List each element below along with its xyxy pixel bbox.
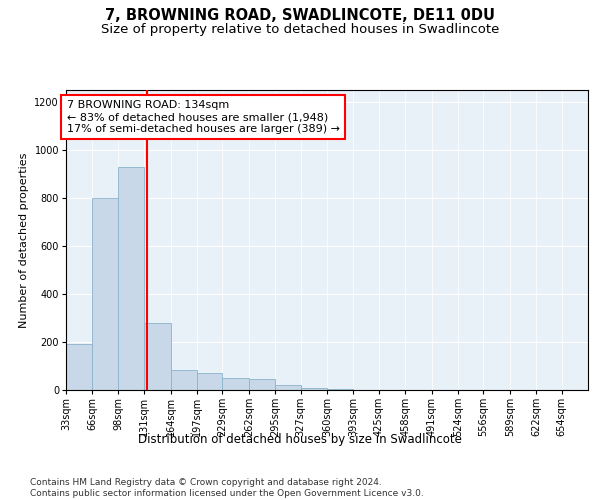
Bar — [301, 388, 327, 390]
Text: 7 BROWNING ROAD: 134sqm
← 83% of detached houses are smaller (1,948)
17% of semi: 7 BROWNING ROAD: 134sqm ← 83% of detache… — [67, 100, 340, 134]
Text: Distribution of detached houses by size in Swadlincote: Distribution of detached houses by size … — [138, 432, 462, 446]
Bar — [249, 379, 275, 390]
Bar — [118, 167, 144, 390]
Text: Size of property relative to detached houses in Swadlincote: Size of property relative to detached ho… — [101, 22, 499, 36]
Text: 7, BROWNING ROAD, SWADLINCOTE, DE11 0DU: 7, BROWNING ROAD, SWADLINCOTE, DE11 0DU — [105, 8, 495, 22]
Y-axis label: Number of detached properties: Number of detached properties — [19, 152, 29, 328]
Bar — [144, 323, 170, 390]
Bar — [92, 198, 118, 390]
Bar — [275, 385, 301, 390]
Bar — [66, 344, 92, 390]
Bar — [223, 378, 249, 390]
Bar — [197, 373, 223, 390]
Bar — [170, 370, 197, 390]
Text: Contains HM Land Registry data © Crown copyright and database right 2024.
Contai: Contains HM Land Registry data © Crown c… — [30, 478, 424, 498]
Bar — [327, 389, 353, 390]
